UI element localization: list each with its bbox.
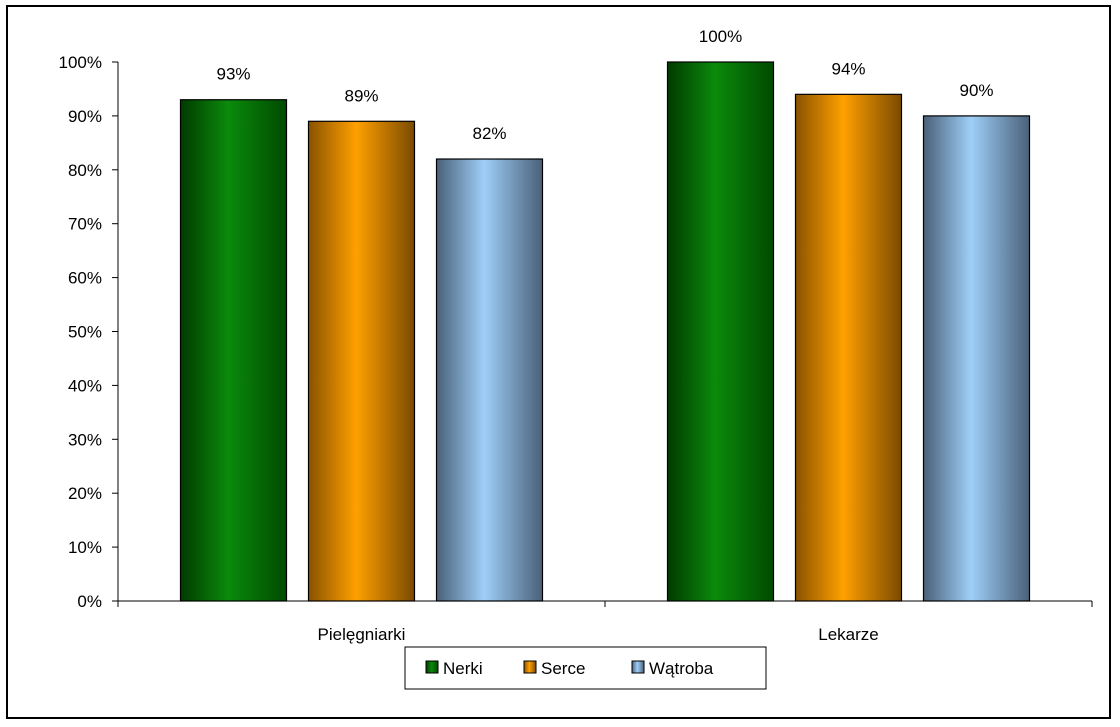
data-label: 89% [344, 86, 378, 105]
legend-label-nerki: Nerki [443, 659, 483, 678]
y-tick-label: 70% [68, 215, 102, 234]
x-tick-label: Pielęgniarki [318, 625, 406, 644]
legend: Nerki Serce Wątroba [404, 646, 767, 690]
y-tick-label: 10% [68, 538, 102, 557]
legend-label-watroba: Wątroba [649, 659, 714, 678]
bars [179, 61, 1031, 602]
bar-nerki-pielegniarki [179, 99, 288, 602]
y-tick-label: 50% [68, 323, 102, 342]
data-label: 94% [831, 59, 865, 78]
data-label: 90% [959, 81, 993, 100]
legend-swatch-serce [523, 660, 537, 674]
bar-serce-lekarze [794, 93, 903, 602]
legend-swatch-watroba [631, 660, 645, 674]
y-tick-label: 40% [68, 376, 102, 395]
y-tick-label: 100% [59, 53, 102, 72]
y-tick-label: 20% [68, 484, 102, 503]
legend-swatch-nerki [425, 660, 439, 674]
bar-nerki-lekarze [666, 61, 775, 602]
legend-label-serce: Serce [541, 659, 585, 678]
y-tick-label: 30% [68, 430, 102, 449]
bar-serce-pielegniarki [307, 120, 416, 602]
bar-watroba-pielegniarki [435, 158, 544, 602]
y-tick-label: 0% [77, 592, 102, 611]
data-labels: 93% 89% 82% 100% 94% 90% [216, 27, 993, 143]
data-label: 82% [472, 124, 506, 143]
legend-box [404, 646, 767, 690]
x-tick-label: Lekarze [818, 625, 878, 644]
data-label: 93% [216, 65, 250, 84]
data-label: 100% [699, 27, 742, 46]
y-tick-label: 90% [68, 107, 102, 126]
y-tick-label: 80% [68, 161, 102, 180]
bar-watroba-lekarze [922, 115, 1031, 602]
y-tick-label: 60% [68, 269, 102, 288]
